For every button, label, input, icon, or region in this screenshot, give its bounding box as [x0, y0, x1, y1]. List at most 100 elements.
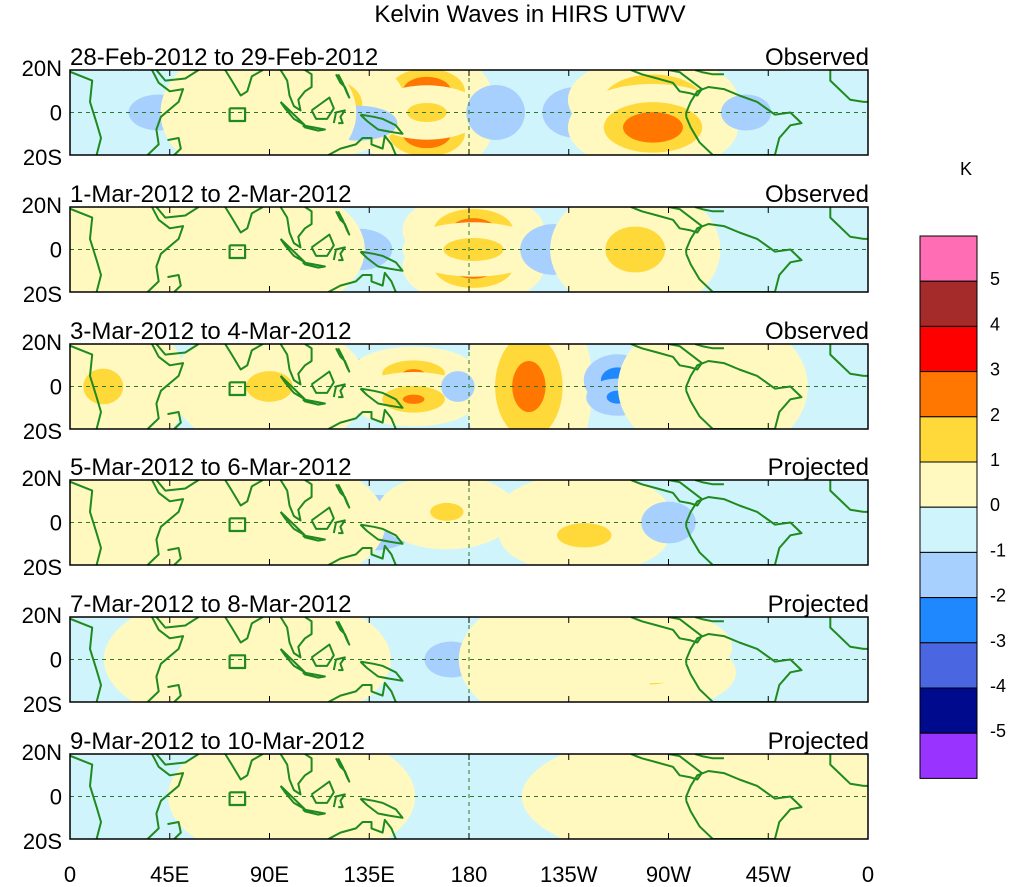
coast-africa-coast [70, 344, 102, 429]
colorbar-swatch [919, 732, 978, 779]
coast-australia [326, 134, 398, 155]
coast-australia [326, 818, 398, 839]
coast-sulawesi [332, 246, 346, 262]
coast-caribbean [694, 617, 724, 623]
y-tick-label: 20S [23, 555, 62, 580]
coast-australia [326, 408, 398, 429]
coastlines [70, 207, 868, 292]
colorbar-swatch [919, 235, 978, 282]
panel-date-label: 3-Mar-2012 to 4-Mar-2012 [70, 318, 351, 345]
colorbar-level-label: 2 [990, 405, 1000, 425]
coast-africa-east [146, 344, 185, 429]
colorbar-swatch [919, 597, 978, 644]
coast-madagascar [167, 547, 182, 565]
coast-philippines [335, 210, 351, 236]
y-tick-label: 20S [23, 829, 62, 854]
coast-indochina [279, 207, 313, 249]
coast-java [302, 808, 326, 816]
coast-borneo [310, 370, 335, 394]
coast-caribbean [694, 70, 724, 76]
contour-level [406, 102, 447, 123]
coast-central-america [630, 754, 703, 781]
contour-level [430, 502, 464, 521]
coast-africa-east [146, 70, 185, 155]
coast-philippines [335, 347, 351, 373]
coast-sulawesi [332, 383, 346, 399]
contour-level [160, 70, 357, 155]
coast-west-africa [829, 617, 868, 650]
coast-madagascar [167, 411, 182, 429]
coast-indochina [279, 617, 313, 659]
coast-new-guinea [359, 523, 404, 545]
contour-level [641, 501, 696, 544]
colorbar-swatch [919, 280, 978, 327]
coast-sulawesi [332, 109, 346, 125]
panel-date-label: 7-Mar-2012 to 8-Mar-2012 [70, 591, 351, 618]
y-tick-label: 20N [22, 193, 62, 218]
colorbar-swatch [919, 461, 978, 508]
coast-west-africa [829, 480, 868, 513]
anomaly-contour [567, 83, 739, 155]
chart-title: Kelvin Waves in HIRS UTWV [374, 1, 685, 28]
x-tick-label: 180 [451, 862, 488, 887]
coast-sulawesi [332, 519, 346, 535]
coast-africa-east [146, 754, 185, 839]
coast-new-guinea [359, 797, 404, 819]
coast-new-guinea [359, 250, 404, 272]
coast-philippines [335, 483, 351, 509]
panel-status-label: Observed [765, 318, 869, 345]
coast-central-america [630, 207, 703, 234]
colorbar-swatch [919, 642, 978, 689]
coast-west-africa [829, 207, 868, 240]
y-tick-label: 20S [23, 282, 62, 307]
y-tick-label: 0 [50, 375, 62, 400]
colorbar-swatch [919, 506, 978, 553]
coastlines [70, 344, 868, 429]
anomaly-contour [550, 207, 721, 292]
x-tick-label: 45W [746, 862, 791, 887]
y-tick-label: 0 [50, 648, 62, 673]
coast-madagascar [167, 274, 182, 292]
coast-indochina [279, 754, 313, 796]
anomaly-contour [465, 344, 593, 429]
coast-india [224, 207, 264, 234]
coast-borneo [310, 233, 335, 257]
panel-date-label: 5-Mar-2012 to 6-Mar-2012 [70, 454, 351, 481]
coast-arabia [155, 344, 200, 356]
coast-arabia [155, 480, 200, 492]
panel-status-label: Projected [768, 728, 869, 755]
coast-arabia [155, 70, 200, 82]
colorbar-level-label: -3 [990, 631, 1006, 651]
x-tick-label: 0 [64, 862, 76, 887]
coast-india [224, 754, 264, 781]
y-tick-label: 20N [22, 740, 62, 765]
anomaly-contour [641, 501, 696, 544]
coast-maldives-box [228, 791, 247, 807]
coastlines [70, 480, 868, 565]
contour-level [458, 617, 657, 702]
coast-australia [326, 544, 398, 565]
coast-sulawesi [332, 656, 346, 672]
coast-west-africa [829, 344, 868, 377]
coast-africa-coast [70, 617, 102, 702]
anomaly-contour [160, 70, 357, 155]
colorbar-swatch [919, 687, 978, 734]
coast-maldives-box [228, 381, 247, 397]
coast-madagascar [167, 137, 182, 155]
colorbar-level-label: -4 [990, 676, 1006, 696]
coast-caribbean [694, 754, 724, 760]
colorbar-level-label: 1 [990, 450, 1000, 470]
coast-indochina [279, 70, 313, 112]
coast-java [302, 398, 326, 406]
anomaly-contour [171, 344, 368, 429]
coast-borneo [310, 780, 335, 804]
coast-java [302, 261, 326, 269]
y-tick-label: 20S [23, 692, 62, 717]
contour-level [246, 371, 293, 402]
coast-arabia [155, 754, 200, 766]
coast-java [302, 124, 326, 132]
coast-borneo [310, 506, 335, 530]
panel-date-label: 9-Mar-2012 to 10-Mar-2012 [70, 728, 365, 755]
colorbar-level-label: 0 [990, 495, 1000, 515]
coast-maldives-box [228, 107, 247, 123]
